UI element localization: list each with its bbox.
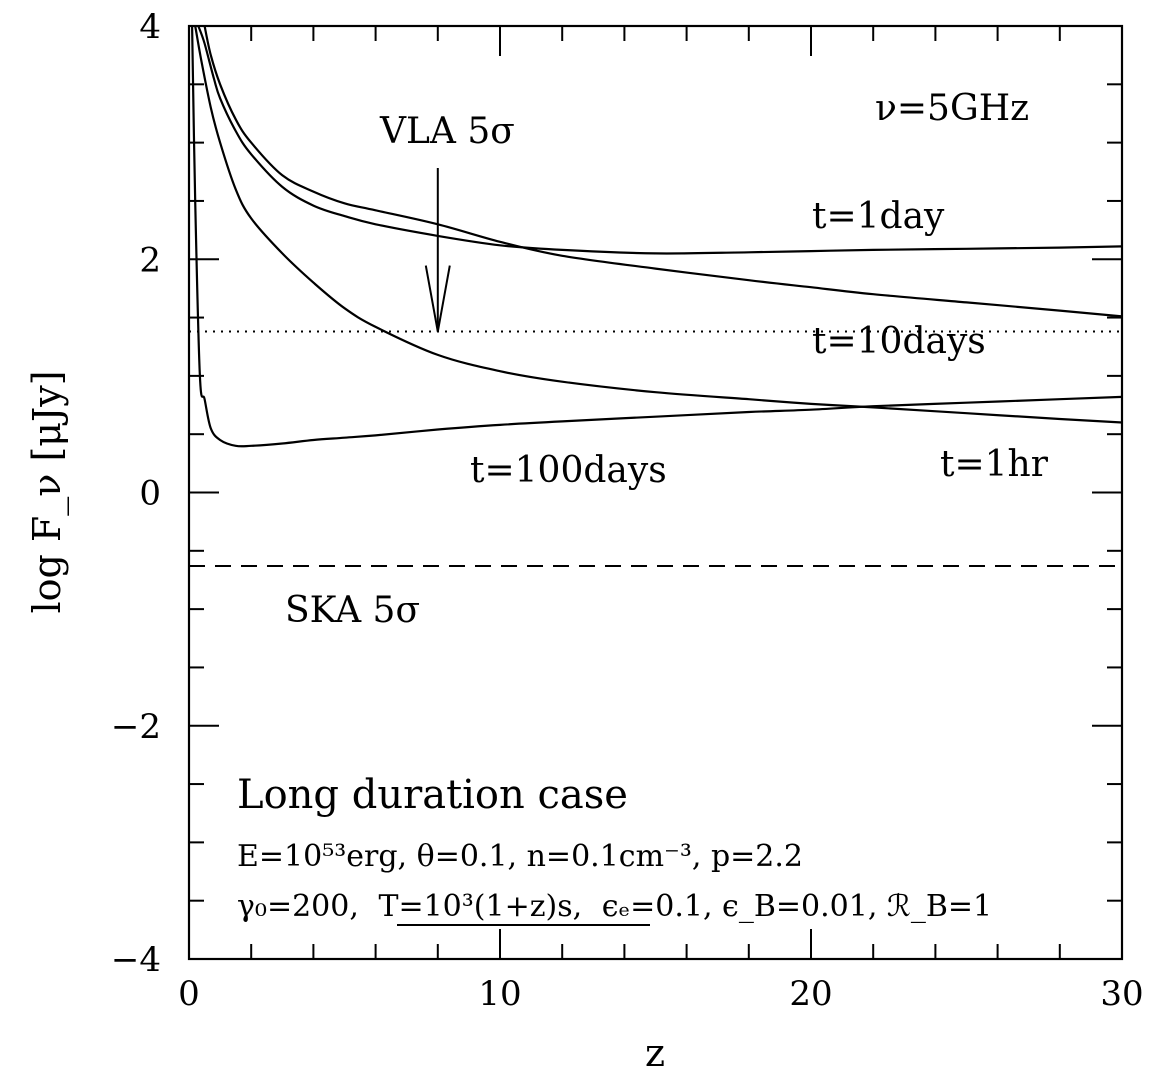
params-line-2-gamma: γ₀=200,: [237, 889, 359, 924]
series-label-100days: t=100days: [470, 450, 667, 491]
series-label-10days: t=10days: [812, 321, 986, 362]
y-tick-label: −4: [111, 940, 161, 980]
series-label-1day: t=1day: [812, 196, 945, 237]
ska-label: SKA 5σ: [285, 590, 420, 631]
axis-tick-labels: 0 10 20 30 −4 −2 0 2 4: [111, 7, 1144, 1014]
case-title: Long duration case: [237, 772, 628, 818]
x-axis-label: z: [645, 1031, 665, 1072]
y-tick-label: 4: [139, 7, 161, 47]
params-line-2: γ₀=200, T=10³(1+z)s, ϵₑ=0.1, ϵ_B=0.01, ℛ…: [237, 889, 992, 924]
y-tick-label: 0: [139, 474, 161, 514]
params-line-1: E=10⁵³erg, θ=0.1, n=0.1cm⁻³, p=2.2: [237, 839, 803, 874]
params-line-2-duration: T=10³(1+z)s,: [378, 889, 582, 924]
vla-arrow: [424, 168, 451, 332]
series-line-t-1hr: [194, 25, 1123, 424]
frequency-label: ν=5GHz: [875, 88, 1029, 129]
series-label-1hr: t=1hr: [940, 444, 1049, 485]
y-tick-label: −2: [111, 707, 161, 747]
x-tick-label: 10: [478, 974, 521, 1014]
x-tick-label: 30: [1100, 974, 1143, 1014]
data-curves: [191, 25, 1123, 448]
x-tick-label: 0: [178, 974, 200, 1014]
y-tick-label: 2: [139, 240, 161, 280]
vla-label: VLA 5σ: [379, 111, 515, 152]
series-line-t-1day: [197, 25, 1123, 255]
params-line-2-epsilon: ϵₑ=0.1, ϵ_B=0.01, ℛ_B=1: [602, 889, 992, 924]
y-axis-label: log F_ν [μJy]: [25, 370, 70, 613]
axis-ticks: [188, 25, 1123, 960]
x-tick-label: 20: [789, 974, 832, 1014]
series-line-t-100days: [191, 25, 1123, 448]
vla-arrow-head: [424, 265, 451, 332]
series-line-t-10days: [203, 25, 1123, 318]
plot-frame: [187, 24, 1124, 961]
reference-lines: [189, 330, 1122, 567]
